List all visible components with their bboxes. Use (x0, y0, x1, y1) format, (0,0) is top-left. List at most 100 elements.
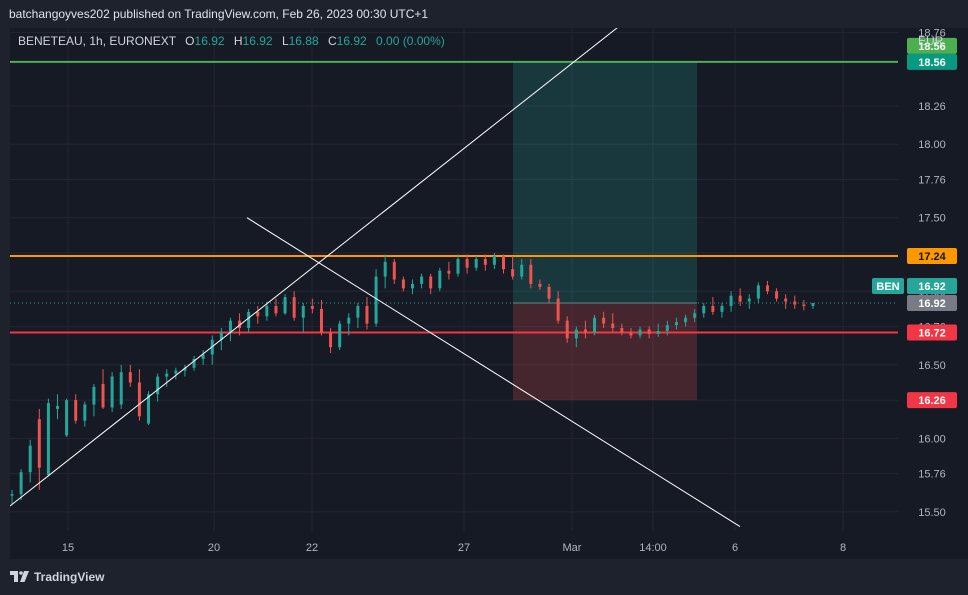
candle-body (492, 255, 496, 265)
candle-body (738, 295, 742, 302)
x-tick-label: 8 (840, 542, 846, 554)
candle-body (811, 303, 815, 306)
candle-body (238, 320, 242, 329)
orange-level-tag-bg (907, 247, 957, 264)
candle-body (711, 305, 715, 312)
trendline-ascending (10, 28, 618, 507)
chart-background (10, 28, 968, 559)
candle-body (310, 305, 314, 309)
candle-body (119, 372, 123, 405)
candle-body (101, 383, 105, 408)
candle-body (729, 295, 733, 306)
target-price-tag-bg (907, 37, 957, 54)
candle-body (565, 320, 569, 339)
chart-pane[interactable]: 15.5015.7616.0016.2616.5016.7617.0017.26… (10, 28, 968, 559)
candle-body (28, 445, 32, 473)
candle-body (602, 317, 606, 324)
candle-body (720, 305, 724, 312)
candle-body (10, 494, 14, 496)
candle-body (92, 386, 96, 405)
candle-body (19, 472, 23, 495)
candle-body (219, 332, 223, 340)
y-tick-label: 16.00 (918, 433, 946, 445)
candle-body (183, 367, 187, 371)
candle-body (638, 329, 642, 336)
candle-body (329, 332, 333, 348)
symbol-info: BENETEAU, 1h, EURONEXT (18, 34, 176, 48)
candle-body (556, 298, 560, 321)
candle-body (447, 270, 451, 274)
candle-body (83, 404, 87, 421)
candle-body (547, 286, 551, 299)
y-tick-label: 16.50 (918, 360, 946, 372)
candle-body (265, 305, 269, 317)
candle-body (502, 255, 506, 270)
candle-body (137, 382, 141, 417)
candle-body (802, 304, 806, 306)
y-tick-label: 18.00 (918, 139, 946, 151)
candle-body (429, 276, 433, 289)
candles-layer (10, 253, 815, 505)
footer-bar (0, 559, 968, 595)
candle-body (319, 308, 323, 333)
tradingview-brand-text: TradingView (34, 570, 105, 584)
horizontal-lines-layer (10, 60, 898, 334)
stop-price-tag: 16.26 (918, 395, 946, 407)
low-label: L (281, 34, 289, 48)
candle-body (583, 329, 587, 333)
y-tick-label: 17.50 (918, 213, 946, 225)
candle-body (438, 270, 442, 289)
tradingview-logo[interactable]: TradingView (10, 570, 104, 584)
symbol-badge-bg (872, 278, 904, 295)
candle-body (665, 325, 669, 331)
x-tick-label: 22 (306, 542, 318, 554)
candle-body (192, 358, 196, 368)
candle-body (56, 405, 60, 409)
target-price-tag: 18.56 (918, 41, 946, 53)
time-axis: 15 20 22 27 Mar 14:00 6 8 (62, 542, 846, 554)
candle-body (511, 269, 515, 277)
candle-body (793, 301, 797, 305)
candle-body (483, 258, 487, 265)
position-loss-zone (513, 303, 697, 401)
candle-body (338, 323, 342, 348)
change-value: 0.00 (0.00%) (376, 34, 445, 48)
x-tick-label: 14:00 (639, 542, 667, 554)
y-tick-label: 18.26 (918, 101, 946, 113)
tradingview-logo-icon (10, 571, 29, 582)
candle-body (46, 403, 50, 476)
candle-body (620, 328, 624, 333)
candle-body (37, 419, 41, 468)
grid-layer (10, 28, 968, 559)
stop-price-tag-bg (907, 392, 957, 409)
high-value: 16.92 (242, 34, 273, 48)
candle-body (656, 330, 660, 334)
position-layer (513, 61, 697, 401)
y-tick-label: 17.76 (918, 174, 946, 186)
trendlines-layer (10, 28, 741, 528)
published-by-line: batchangoyves202 published on TradingVie… (9, 7, 429, 21)
low-value: 16.88 (288, 34, 319, 48)
candle-body (147, 394, 151, 424)
candle-body (292, 297, 296, 318)
candle-body (65, 400, 69, 436)
candle-body (283, 297, 287, 314)
candle-body (520, 264, 524, 277)
candle-body (775, 291, 779, 299)
y-tick-label: 18.76 (918, 28, 946, 39)
currency-label: EUR (918, 34, 944, 48)
candlestick-chart[interactable]: 15.5015.7616.0016.2616.5016.7617.0017.26… (10, 28, 968, 559)
open-label: O (185, 34, 195, 48)
candle-body (420, 276, 424, 284)
candle-body (702, 305, 706, 314)
candle-body (684, 317, 688, 323)
last-price-tag-bg (907, 278, 957, 295)
candle-body (647, 329, 651, 334)
x-tick-label: 20 (208, 542, 220, 554)
candle-body (247, 311, 251, 329)
candle-body (784, 298, 788, 302)
candle-body (474, 258, 478, 268)
candle-body (756, 285, 760, 299)
candle-body (456, 258, 460, 274)
candle-body (156, 376, 160, 395)
